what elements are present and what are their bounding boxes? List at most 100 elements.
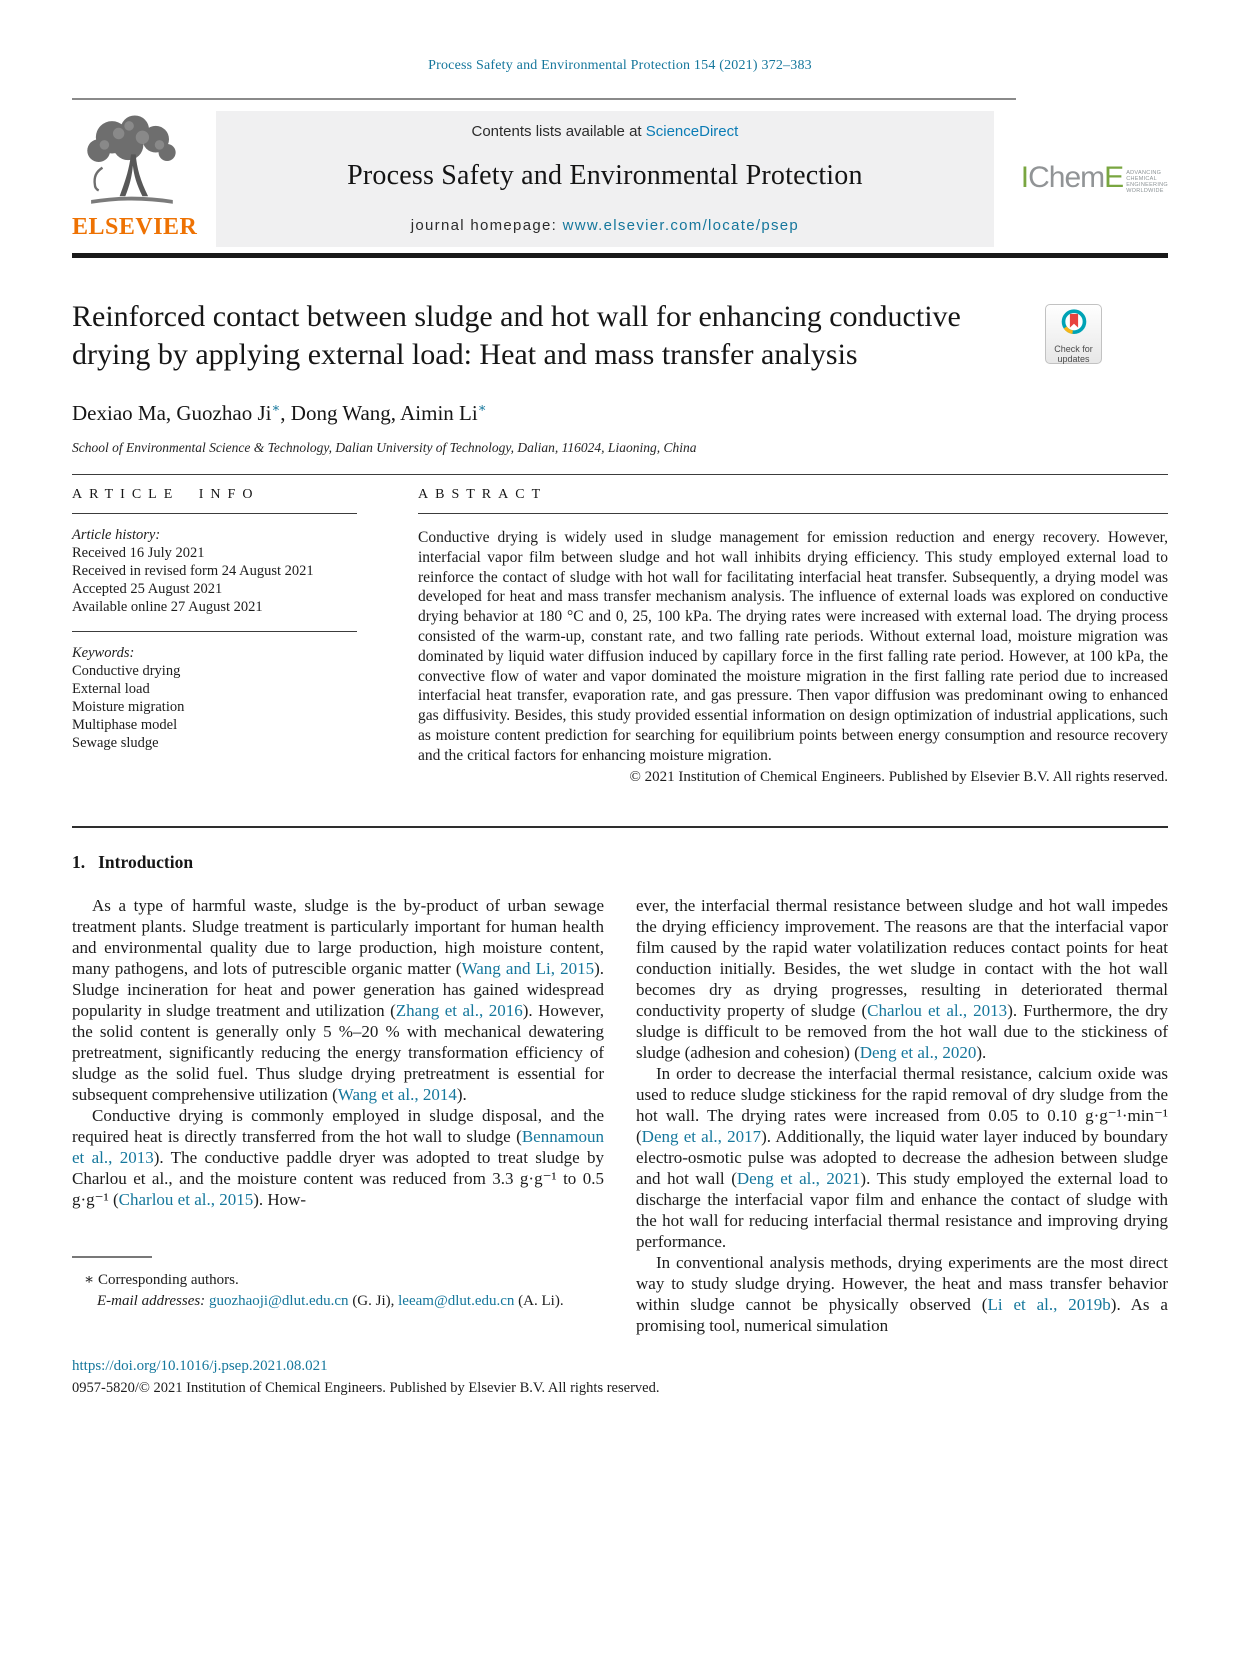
citation-link[interactable]: Deng et al., 2021 xyxy=(736,1168,861,1188)
corresponding-author-marker[interactable]: ∗ xyxy=(477,400,487,415)
list-item: ADVANCING xyxy=(1126,170,1162,176)
divider xyxy=(72,631,357,632)
list-item: Available online 27 August 2021 xyxy=(72,599,263,615)
citation-link[interactable]: Wang et al., 2014 xyxy=(337,1084,457,1104)
abstract-text: Conductive drying is widely used in slud… xyxy=(418,529,1168,764)
citation-link[interactable]: Deng et al., 2017 xyxy=(641,1126,762,1146)
citation-link[interactable]: Wang and Li, 2015 xyxy=(461,958,595,978)
text-segment: In order to decrease the interfacial the… xyxy=(636,1063,1168,1146)
footnote-divider xyxy=(72,1255,152,1258)
abstract-heading: ABSTRACT xyxy=(418,487,548,502)
list-item: CHEMICAL xyxy=(1126,176,1158,182)
journal-banner: Contents lists available at ScienceDirec… xyxy=(216,111,994,247)
list-item: External load xyxy=(72,681,150,697)
keywords-list: Conductive drying External load Moisture m… xyxy=(72,662,357,752)
text-segment: As a type of harmful waste, sludge is th… xyxy=(72,895,604,978)
paragraph: In conventional analysis methods, drying… xyxy=(636,1252,1168,1336)
section-divider xyxy=(72,825,1168,828)
article-history-list: Received 16 July 2021 Received in revised… xyxy=(72,544,357,616)
text-segment: ). Sludge incineration for heat and powe… xyxy=(72,958,604,1020)
text-segment: ). As a promising tool, numerical simula… xyxy=(636,1294,1168,1335)
bottom-block: https://doi.org/10.1016/j.psep.2021.08.0… xyxy=(72,1358,1168,1397)
elsevier-logo[interactable]: ELSEVIER xyxy=(72,111,198,247)
doi-link[interactable]: https://doi.org/10.1016/j.psep.2021.08.0… xyxy=(72,1357,328,1374)
paragraph: ever, the interfacial thermal resistance… xyxy=(636,895,1168,1063)
left-column: As a type of harmful waste, sludge is th… xyxy=(72,895,604,1336)
email-addresses: E-mail addresses: guozhaoji@dlut.edu.cn … xyxy=(72,1293,604,1310)
contents-prefix: Contents lists available at xyxy=(471,123,646,140)
title-row: Reinforced contact between sludge and ho… xyxy=(72,298,1168,374)
journal-homepage-link[interactable]: www.elsevier.com/locate/psep xyxy=(562,217,800,234)
homepage-line: journal homepage: www.elsevier.com/locat… xyxy=(216,217,994,234)
info-abstract-section: ARTICLE INFO Article history: Received 1… xyxy=(72,487,1168,786)
article-title: Reinforced contact between sludge and ho… xyxy=(72,300,961,371)
list-item: Sewage sludge xyxy=(72,735,159,751)
text-segment: ever, the interfacial thermal resistance… xyxy=(636,895,1168,1020)
citation-link[interactable]: Li et al., 2019b xyxy=(987,1294,1111,1314)
paragraph: In order to decrease the interfacial the… xyxy=(636,1063,1168,1252)
list-item: Multiphase model xyxy=(72,717,178,733)
text-segment: ). However, the solid content is general… xyxy=(72,1000,604,1104)
text-segment: Dexiao Ma, Guozhao Ji xyxy=(72,401,272,425)
text-segment: Conductive drying is commonly employed i… xyxy=(72,1105,604,1146)
elsevier-wordmark: ELSEVIER xyxy=(72,214,198,240)
check-for-updates-badge[interactable]: Check for updates xyxy=(1045,304,1102,364)
issn-copyright-line: 0957-5820/© 2021 Institution of Chemical… xyxy=(72,1379,660,1396)
list-item: Received 16 July 2021 xyxy=(72,545,205,561)
journal-title: Process Safety and Environmental Protect… xyxy=(347,160,863,191)
keywords: Keywords: Conductive drying External load… xyxy=(72,644,357,752)
corresponding-author-marker[interactable]: ∗ xyxy=(271,400,281,415)
masthead-bottom-bar xyxy=(72,253,1168,258)
citation-link[interactable]: guozhaoji@dlut.edu.cn xyxy=(208,1292,349,1309)
article-history: Article history: Received 16 July 2021 Re… xyxy=(72,526,357,616)
introduction-heading: 1. Introduction xyxy=(72,852,1168,873)
citation-link[interactable]: leeam@dlut.edu.cn xyxy=(398,1292,515,1309)
text-segment: ). xyxy=(456,1084,467,1104)
list-item: Received in revised form 24 August 2021 xyxy=(72,563,314,579)
list-item: ENGINEERING xyxy=(1126,182,1168,188)
divider xyxy=(418,513,1168,514)
list-item: Accepted 25 August 2021 xyxy=(72,581,223,597)
list-item: WORLDWIDE xyxy=(1126,188,1164,194)
text-segment: E-mail addresses: xyxy=(97,1292,209,1309)
divider xyxy=(72,513,357,514)
icheme-wordmark: IChemE xyxy=(1020,161,1124,194)
citation-link[interactable]: Deng et al., 2020 xyxy=(859,1042,977,1062)
article-info-column: ARTICLE INFO Article history: Received 1… xyxy=(72,487,357,786)
text-segment: ). This study employed the external load… xyxy=(636,1168,1169,1251)
author-line: Dexiao Ma, Guozhao Ji∗, Dong Wang, Aimin… xyxy=(72,401,1168,426)
icheme-logo: IChemE ADVANCING CHEMICAL ENGINEERING WORLDW… xyxy=(1021,111,1168,247)
divider xyxy=(72,474,1168,475)
top-divider xyxy=(72,98,1016,100)
text-segment: ∗ Corresponding authors. xyxy=(84,1271,239,1288)
text-segment: In conventional analysis methods, drying… xyxy=(636,1252,1168,1314)
list-item: Conductive drying xyxy=(72,663,181,679)
citation-link[interactable]: Charlou et al., 2013 xyxy=(867,1000,1008,1020)
citation-link[interactable]: Zhang et al., 2016 xyxy=(395,1000,523,1020)
text-segment: (A. Li). xyxy=(514,1292,564,1309)
text-segment: (G. Ji), xyxy=(348,1292,399,1309)
text-segment: , Dong Wang, Aimin Li xyxy=(280,401,478,425)
abstract-column: ABSTRACT Conductive drying is widely use… xyxy=(418,487,1168,786)
homepage-label: journal homepage: xyxy=(410,217,563,234)
citation-link[interactable]: Bennamoun et al., 2013 xyxy=(72,1126,604,1167)
citation-link[interactable]: Charlou et al., 2015 xyxy=(118,1189,254,1209)
paragraph: As a type of harmful waste, sludge is th… xyxy=(72,895,604,1105)
body-columns: As a type of harmful waste, sludge is th… xyxy=(72,895,1168,1336)
text-segment: ). How- xyxy=(253,1189,307,1209)
abstract-copyright: © 2021 Institution of Chemical Engineers… xyxy=(629,768,1168,785)
text-segment: ). xyxy=(976,1042,987,1062)
paragraph: Conductive drying is commonly employed i… xyxy=(72,1105,604,1210)
text-segment: ). Additionally, the liquid water layer … xyxy=(636,1126,1168,1188)
article-history-label: Article history: xyxy=(72,527,161,543)
keywords-label: Keywords: xyxy=(72,645,135,661)
check-badge-label: Check for updates xyxy=(1054,344,1093,364)
section-title: Introduction xyxy=(98,851,194,872)
article-info-heading: ARTICLE INFO xyxy=(72,487,260,502)
section-number: 1. xyxy=(72,851,86,872)
affiliation: School of Environmental Science & Techno… xyxy=(72,440,697,455)
corresponding-authors-note: ∗ Corresponding authors. xyxy=(72,1270,604,1289)
journal-reference[interactable]: Process Safety and Environmental Protect… xyxy=(428,58,812,73)
sciencedirect-link[interactable]: ScienceDirect xyxy=(645,123,739,140)
